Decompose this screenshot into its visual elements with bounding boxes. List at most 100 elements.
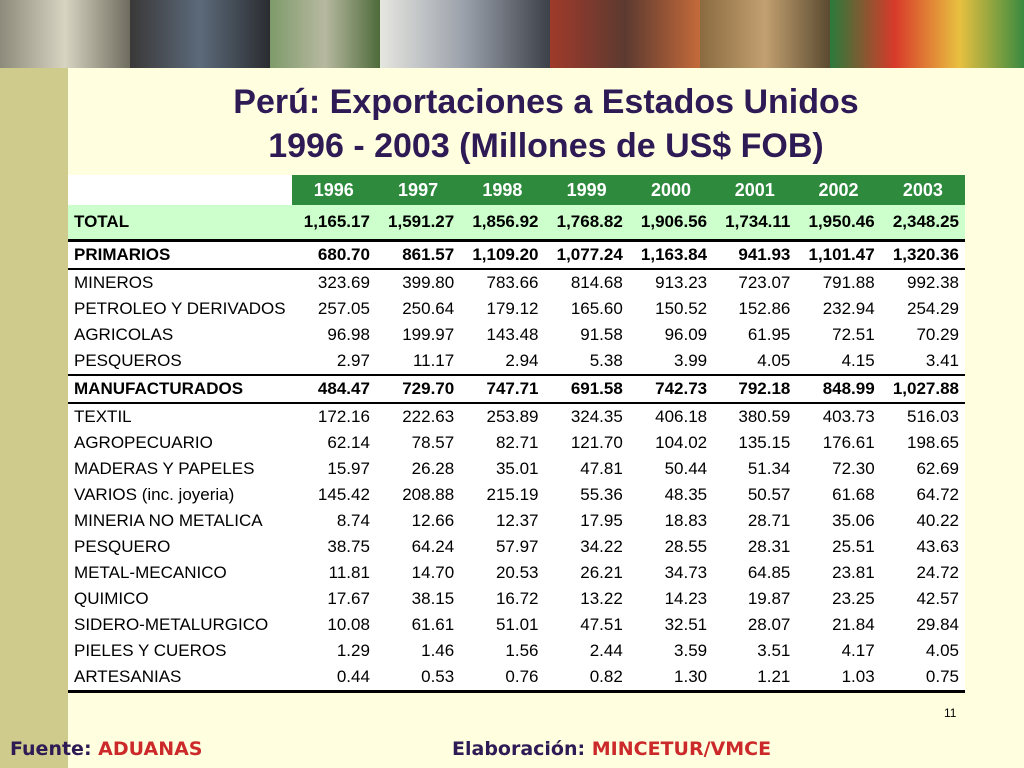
value-cell: 2,348.25 <box>880 205 965 242</box>
value-cell: 32.51 <box>628 612 714 638</box>
value-cell: 861.57 <box>375 240 461 270</box>
value-cell: 165.60 <box>544 296 629 322</box>
value-cell: 792.18 <box>713 374 797 404</box>
value-cell: 35.06 <box>796 508 881 534</box>
value-cell: 992.38 <box>880 269 965 296</box>
slide-title: Perú: Exportaciones a Estados Unidos 199… <box>68 80 1024 168</box>
value-cell: 35.01 <box>460 456 545 482</box>
value-cell: 29.84 <box>880 612 965 638</box>
value-cell: 848.99 <box>796 374 881 404</box>
value-cell: 62.14 <box>291 430 376 456</box>
footer-author: Elaboración: MINCETUR/VMCE <box>452 738 771 760</box>
row-label: TOTAL <box>68 205 292 242</box>
value-cell: 12.37 <box>460 508 545 534</box>
year-header: 2000 <box>628 175 714 205</box>
value-cell: 403.73 <box>796 403 881 430</box>
value-cell: 2.44 <box>544 638 629 664</box>
value-cell: 50.57 <box>713 482 797 508</box>
value-cell: 152.86 <box>713 296 797 322</box>
banner-photo-3 <box>270 0 380 68</box>
row-label: PESQUERO <box>68 534 292 560</box>
value-cell: 1,320.36 <box>880 240 965 270</box>
page-number: 11 <box>944 706 957 720</box>
value-cell: 747.71 <box>460 374 545 404</box>
table-row: MINERIA NO METALICA 8.74 12.66 12.37 17.95 18… <box>68 508 965 534</box>
row-label: SIDERO-METALURGICO <box>68 612 292 638</box>
row-label: METAL-MECANICO <box>68 560 292 586</box>
row-label: AGRICOLAS <box>68 322 292 348</box>
footer-source: Fuente: ADUANAS <box>10 738 203 760</box>
value-cell: 742.73 <box>628 374 714 404</box>
value-cell: 25.51 <box>796 534 881 560</box>
value-cell: 1,109.20 <box>460 240 545 270</box>
value-cell: 215.19 <box>460 482 545 508</box>
table-row: QUIMICO 17.67 38.15 16.72 13.22 14.23 19.87 23.… <box>68 586 965 612</box>
value-cell: 62.69 <box>880 456 965 482</box>
value-cell: 42.57 <box>880 586 965 612</box>
value-cell: 222.63 <box>375 403 461 430</box>
value-cell: 13.22 <box>544 586 629 612</box>
row-label: PRIMARIOS <box>68 240 292 270</box>
value-cell: 21.84 <box>796 612 881 638</box>
value-cell: 1,856.92 <box>460 205 545 242</box>
value-cell: 1,768.82 <box>544 205 629 242</box>
exports-table-container: 1996 1997 1998 1999 2000 2001 2002 2003 … <box>68 175 965 693</box>
value-cell: 10.08 <box>291 612 376 638</box>
value-cell: 0.76 <box>460 664 545 693</box>
value-cell: 0.44 <box>291 664 376 693</box>
value-cell: 324.35 <box>544 403 629 430</box>
value-cell: 26.21 <box>544 560 629 586</box>
value-cell: 814.68 <box>544 269 629 296</box>
value-cell: 143.48 <box>460 322 545 348</box>
value-cell: 729.70 <box>375 374 461 404</box>
value-cell: 72.51 <box>796 322 881 348</box>
table-row: AGRICOLAS 96.98 199.97 143.48 91.58 96.09 61.9… <box>68 322 965 348</box>
year-header: 1999 <box>544 175 629 205</box>
table-row: MADERAS Y PAPELES 15.97 26.28 35.01 47.81 50.… <box>68 456 965 482</box>
value-cell: 4.05 <box>713 348 797 375</box>
value-cell: 50.44 <box>628 456 714 482</box>
value-cell: 1.56 <box>460 638 545 664</box>
value-cell: 55.36 <box>544 482 629 508</box>
value-cell: 11.17 <box>375 348 461 375</box>
value-cell: 64.72 <box>880 482 965 508</box>
source-value: ADUANAS <box>98 738 203 760</box>
value-cell: 1,077.24 <box>544 240 629 270</box>
banner-photo-1 <box>0 0 130 68</box>
value-cell: 1,734.11 <box>713 205 797 242</box>
value-cell: 19.87 <box>713 586 797 612</box>
value-cell: 4.05 <box>880 638 965 664</box>
value-cell: 1,163.84 <box>628 240 714 270</box>
value-cell: 26.28 <box>375 456 461 482</box>
value-cell: 61.95 <box>713 322 797 348</box>
value-cell: 1.21 <box>713 664 797 693</box>
table-row: TOTAL 1,165.17 1,591.27 1,856.92 1,768.82 1,9… <box>68 205 965 242</box>
value-cell: 47.81 <box>544 456 629 482</box>
banner-photo-6 <box>700 0 830 68</box>
value-cell: 16.72 <box>460 586 545 612</box>
value-cell: 199.97 <box>375 322 461 348</box>
value-cell: 121.70 <box>544 430 629 456</box>
row-label: MANUFACTURADOS <box>68 374 292 404</box>
value-cell: 145.42 <box>291 482 376 508</box>
value-cell: 3.51 <box>713 638 797 664</box>
year-header: 2003 <box>880 175 965 205</box>
table-row: VARIOS (inc. joyeria) 145.42 208.88 215.19 5… <box>68 482 965 508</box>
row-label: PIELES Y CUEROS <box>68 638 292 664</box>
banner-photo-7 <box>830 0 1024 68</box>
exports-table: 1996 1997 1998 1999 2000 2001 2002 2003 … <box>68 175 965 693</box>
author-value: MINCETUR/VMCE <box>591 738 772 760</box>
value-cell: 257.05 <box>291 296 376 322</box>
value-cell: 1.46 <box>375 638 461 664</box>
title-line-1: Perú: Exportaciones a Estados Unidos <box>233 83 859 121</box>
year-header: 2002 <box>796 175 881 205</box>
value-cell: 14.70 <box>375 560 461 586</box>
value-cell: 20.53 <box>460 560 545 586</box>
value-cell: 3.99 <box>628 348 714 375</box>
table-row: PIELES Y CUEROS 1.29 1.46 1.56 2.44 3.59 3.51 4… <box>68 638 965 664</box>
value-cell: 380.59 <box>713 403 797 430</box>
year-header: 1997 <box>375 175 461 205</box>
year-header: 2001 <box>713 175 797 205</box>
table-row: SIDERO-METALURGICO 10.08 61.61 51.01 47.51 32… <box>68 612 965 638</box>
value-cell: 64.24 <box>375 534 461 560</box>
